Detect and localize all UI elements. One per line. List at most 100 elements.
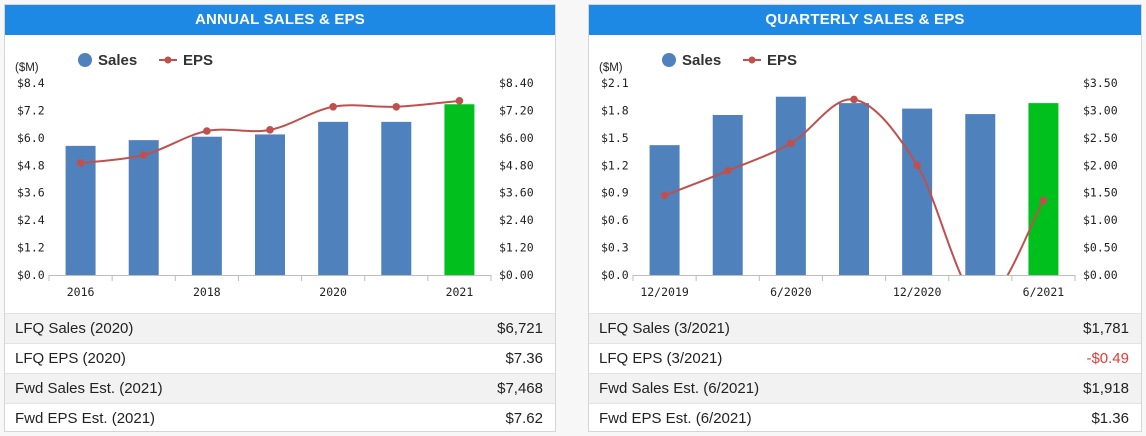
y-axis-label: ($M) (15, 62, 39, 74)
y-tick-label: $0.0 (601, 268, 629, 282)
y-axis-label: ($M) (599, 62, 623, 74)
stat-label: Fwd Sales Est. (6/2021) (599, 380, 760, 397)
annual-panel-title: ANNUAL SALES & EPS (5, 5, 555, 35)
eps-point (1039, 196, 1048, 205)
sales-bar (191, 136, 222, 275)
stat-label: Fwd EPS Est. (6/2021) (599, 410, 752, 427)
annual-chart: Sales EPS ($M) $0.0 $1.2 $2.4 $3.6 $4.8 $6.0 $7.2… (15, 52, 534, 299)
stat-label: LFQ EPS (3/2021) (599, 350, 723, 367)
stat-label: LFQ Sales (3/2021) (599, 320, 730, 337)
y-tick-label: $8.4 (17, 76, 45, 90)
y2-tick-label: $3.50 (1083, 76, 1118, 90)
y2-tick-label: $7.20 (499, 103, 534, 117)
stat-value-negative: -$0.49 (1086, 350, 1129, 367)
y-tick-label: $1.8 (601, 103, 629, 117)
y-tick-label: $2.4 (17, 213, 45, 227)
eps-point (787, 139, 795, 148)
legend-eps-label: EPS (183, 52, 213, 69)
x-tick-label: 12/2019 (640, 285, 689, 299)
stat-value: $6,721 (497, 320, 543, 337)
y2-tick-label: $3.60 (499, 186, 534, 200)
eps-point (392, 102, 401, 111)
y-tick-label: $3.6 (17, 186, 45, 200)
annual-stat-row: Fwd EPS Est. (2021) $7.62 (5, 403, 555, 433)
sales-bar (444, 104, 475, 275)
sales-bar (775, 96, 806, 275)
eps-point (76, 159, 85, 167)
y-tick-label: $1.2 (601, 158, 629, 172)
y2-tick-label: $2.40 (499, 213, 534, 227)
sales-bar (902, 108, 933, 275)
legend-sales-label: Sales (682, 52, 721, 69)
x-tick-label: 6/2020 (770, 285, 812, 299)
quarterly-stat-row: Fwd Sales Est. (6/2021) $1,918 (589, 373, 1141, 403)
sales-bar (1028, 103, 1059, 275)
eps-point (913, 161, 921, 170)
stat-value: $1,781 (1083, 320, 1129, 337)
eps-point (329, 102, 337, 111)
y-tick-label: $0.9 (601, 186, 629, 200)
y2-tick-label: $2.00 (1083, 158, 1118, 172)
eps-line (664, 98, 1045, 275)
quarterly-chart-area: Sales EPS ($M) $0.0 $0.3 $0.6 $0.9 $1.2 $1.5 $1.8… (589, 35, 1141, 313)
sales-bar (839, 103, 869, 275)
x-tick-label: 2016 (67, 285, 95, 299)
stat-value: $7.36 (505, 350, 543, 367)
y2-tick-label: $4.80 (499, 158, 534, 172)
y2-tick-label: $1.20 (499, 241, 534, 255)
y2-tick-label: $3.00 (1083, 103, 1118, 117)
y2-tick-label: $8.40 (499, 76, 534, 90)
quarterly-panel-title: QUARTERLY SALES & EPS (589, 5, 1141, 35)
legend-sales-marker (662, 53, 676, 67)
y-tick-label: $6.0 (17, 131, 45, 145)
y2-tick-label: $0.00 (499, 268, 534, 282)
y-tick-label: $1.5 (601, 131, 629, 145)
y-tick-label: $0.3 (601, 241, 629, 255)
sales-bar (712, 115, 743, 275)
legend-eps-marker (748, 56, 756, 64)
eps-point (266, 126, 274, 134)
sales-bar (318, 121, 349, 275)
sales-bar (128, 140, 159, 275)
y-tick-label: $0.6 (601, 213, 629, 227)
x-tick-label: 2018 (193, 285, 221, 299)
x-tick-label: 2020 (319, 285, 347, 299)
stat-value: $7,468 (497, 380, 543, 397)
x-tick-label: 12/2020 (893, 285, 942, 299)
eps-series (76, 97, 464, 167)
quarterly-stat-row: LFQ EPS (3/2021) -$0.49 (589, 343, 1141, 373)
y2-tick-label: $6.00 (499, 131, 534, 145)
quarterly-stat-row: Fwd EPS Est. (6/2021) $1.36 (589, 403, 1141, 433)
stat-label: LFQ EPS (2020) (15, 350, 126, 367)
sales-bar (381, 121, 412, 275)
eps-point (455, 97, 464, 105)
eps-series (660, 95, 1048, 275)
quarterly-panel: QUARTERLY SALES & EPS Sales EPS ($M) $0.0 $0… (588, 4, 1142, 432)
y2-tick-label: $0.50 (1083, 241, 1118, 255)
y-tick-label: $1.2 (17, 241, 45, 255)
stat-label: Fwd EPS Est. (2021) (15, 410, 156, 427)
y-tick-label: $2.1 (601, 76, 629, 90)
x-tick-label: 2021 (446, 285, 474, 299)
stat-value: $7.62 (505, 410, 543, 427)
quarterly-stat-row: LFQ Sales (3/2021) $1,781 (589, 313, 1141, 343)
y2-tick-label: $1.00 (1083, 213, 1118, 227)
sales-bar (965, 114, 996, 275)
sales-bar (255, 134, 285, 275)
y-tick-label: $7.2 (17, 103, 45, 117)
eps-point (723, 166, 732, 175)
annual-chart-area: Sales EPS ($M) $0.0 $1.2 $2.4 $3.6 $4.8 $6.0 $7.2… (5, 35, 555, 313)
eps-point (850, 95, 858, 104)
annual-stat-row: LFQ Sales (2020) $6,721 (5, 313, 555, 343)
stat-value: $1.36 (1091, 410, 1129, 427)
eps-point (203, 127, 211, 135)
sales-bar (649, 145, 680, 275)
y-tick-label: $4.8 (17, 158, 45, 172)
annual-stats-table: LFQ Sales (2020) $6,721 LFQ EPS (2020) $… (5, 313, 555, 433)
quarterly-chart: Sales EPS ($M) $0.0 $0.3 $0.6 $0.9 $1.2 $1.5 $1.8… (599, 52, 1118, 299)
quarterly-stats-table: LFQ Sales (3/2021) $1,781 LFQ EPS (3/202… (589, 313, 1141, 433)
legend-eps-label: EPS (767, 52, 797, 69)
stat-label: Fwd Sales Est. (2021) (15, 380, 163, 397)
y2-tick-label: $0.00 (1083, 268, 1118, 282)
eps-point (139, 151, 148, 159)
